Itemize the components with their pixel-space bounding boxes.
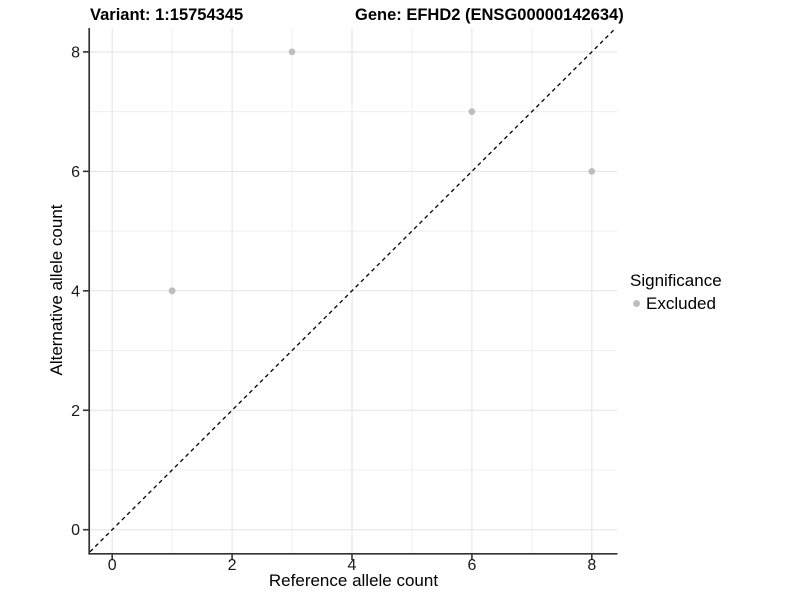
x-axis-title: Reference allele count — [268, 571, 439, 590]
data-point — [468, 108, 476, 116]
x-tick-label: 4 — [348, 557, 357, 574]
y-tick-label: 6 — [71, 164, 80, 181]
x-tick-label: 6 — [467, 557, 476, 574]
legend-item-label: Excluded — [646, 294, 716, 313]
legend: Significance Excluded — [628, 271, 722, 313]
y-axis-title: Alternative allele count — [47, 204, 66, 376]
y-tick-label: 8 — [71, 44, 80, 61]
x-tick-label: 2 — [228, 557, 237, 574]
data-point — [588, 167, 596, 175]
legend-title: Significance — [630, 271, 722, 290]
identity-reference-line — [89, 27, 617, 553]
data-point — [288, 48, 296, 56]
y-tick-label: 2 — [71, 403, 80, 420]
x-tick-label: 0 — [108, 557, 117, 574]
legend-point-icon — [633, 300, 640, 307]
plot-title-variant: Variant: 1:15754345 — [90, 6, 244, 24]
x-tick-label: 8 — [587, 557, 596, 574]
legend-item-excluded: Excluded — [628, 294, 722, 313]
legend-items: Excluded — [628, 294, 722, 313]
plot-title-gene: Gene: EFHD2 (ENSG00000142634) — [355, 6, 624, 24]
data-point — [168, 287, 176, 295]
y-tick-label: 4 — [71, 283, 80, 300]
y-tick-label: 0 — [71, 522, 80, 539]
